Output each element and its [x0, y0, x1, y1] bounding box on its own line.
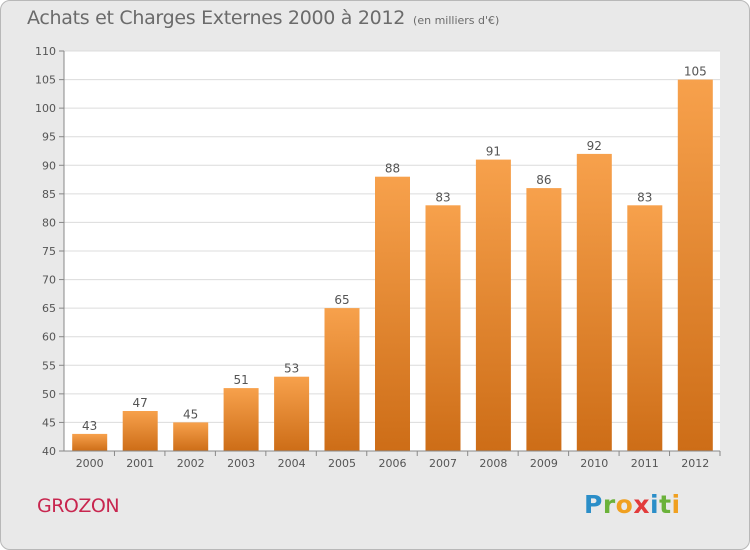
x-tick-label-2000: 2000: [76, 457, 104, 470]
data-label-2007: 83: [435, 190, 450, 204]
y-tick-label: 60: [42, 331, 56, 344]
y-tick-label: 90: [42, 159, 56, 172]
x-tick-label-2009: 2009: [530, 457, 558, 470]
data-label-2008: 91: [486, 145, 501, 159]
x-tick-label-2005: 2005: [328, 457, 356, 470]
chart-title: Achats et Charges Externes 2000 à 2012 (e…: [27, 7, 499, 29]
x-tick-label-2008: 2008: [479, 457, 507, 470]
x-tick-label-2002: 2002: [177, 457, 205, 470]
x-tick-label-2004: 2004: [278, 457, 306, 470]
y-tick-label: 105: [35, 74, 56, 87]
data-label-2005: 65: [334, 293, 349, 307]
x-tick-label-2010: 2010: [580, 457, 608, 470]
bar-2004: [274, 376, 310, 451]
x-tick-label-2003: 2003: [227, 457, 255, 470]
x-tick-label-2012: 2012: [681, 457, 709, 470]
x-tick-label-2007: 2007: [429, 457, 457, 470]
y-tick-label: 50: [42, 388, 56, 401]
x-tick-label-2001: 2001: [126, 457, 154, 470]
x-tick-label-2006: 2006: [379, 457, 407, 470]
data-label-2010: 92: [587, 139, 602, 153]
data-label-2003: 51: [233, 373, 248, 387]
x-tick-label-2011: 2011: [631, 457, 659, 470]
y-tick-label: 75: [42, 245, 56, 258]
bar-2009: [526, 188, 562, 451]
bar-2008: [475, 159, 511, 451]
chart-subtitle: (en milliers d'€): [413, 14, 500, 27]
bar-2006: [375, 176, 410, 451]
bar-2012: [677, 79, 713, 451]
bar-2000: [72, 433, 108, 451]
y-tick-label: 95: [42, 131, 56, 144]
data-label-2002: 45: [183, 407, 198, 421]
bar-2010: [576, 153, 612, 451]
data-label-2011: 83: [637, 190, 652, 204]
y-tick-label: 100: [35, 102, 56, 115]
bar-2005: [324, 308, 360, 451]
y-tick-label: 55: [42, 359, 56, 372]
y-axis: 40 45 50 55 60 65 70 75 80 85 90 95 100 105 110: [35, 45, 65, 458]
bar-2011: [627, 205, 663, 451]
y-tick-label: 65: [42, 302, 56, 315]
data-label-2004: 53: [284, 362, 299, 376]
bar-2001: [122, 411, 158, 451]
y-tick-label: 85: [42, 188, 56, 201]
y-tick-label: 45: [42, 416, 56, 429]
y-tick-label: 70: [42, 274, 56, 287]
y-tick-label: 40: [42, 445, 56, 458]
bar-2007: [425, 205, 461, 451]
data-label-2006: 88: [385, 162, 400, 176]
commune-name: GROZON: [37, 495, 120, 517]
data-label-2000: 43: [82, 419, 97, 433]
data-label-2009: 86: [536, 173, 551, 187]
proxiti-logo: Proxiti: [584, 490, 681, 519]
bar-2002: [173, 422, 209, 451]
x-axis: 2000 2001 2002 2003 2004 2005 2006 2007 2008 2009…: [64, 450, 721, 470]
bar-2003: [223, 388, 259, 451]
data-label-2001: 47: [133, 396, 148, 410]
data-label-2012: 105: [684, 65, 707, 79]
y-tick-label: 80: [42, 216, 56, 229]
bars: 43 47 45 51 53 65 88 83 91 86 92 83 105: [72, 65, 713, 451]
chart-title-text: Achats et Charges Externes 2000 à 2012: [27, 7, 406, 29]
y-tick-label: 110: [35, 45, 56, 58]
